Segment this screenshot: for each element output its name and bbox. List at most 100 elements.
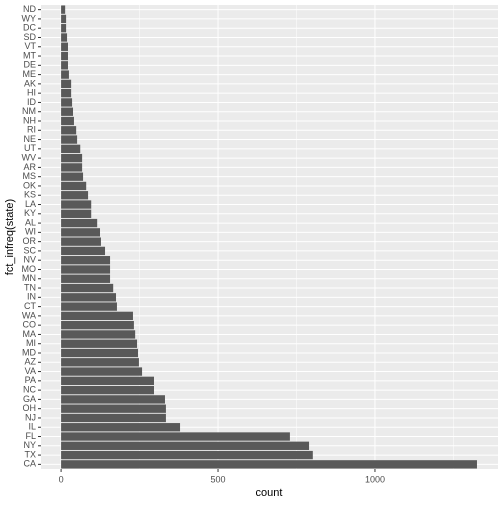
- y-tick-label: NH: [23, 115, 36, 125]
- bar: [61, 330, 136, 339]
- bar: [61, 302, 117, 311]
- y-tick-label: MD: [22, 347, 36, 357]
- bar: [61, 5, 66, 14]
- bar: [61, 413, 166, 423]
- y-tick-label: VT: [24, 41, 36, 51]
- y-tick-label: FL: [25, 431, 36, 441]
- bar: [61, 33, 68, 42]
- bar: [61, 144, 81, 154]
- y-tick-label: AK: [24, 78, 36, 88]
- y-tick-label: ND: [23, 4, 36, 14]
- bar: [61, 200, 92, 209]
- bar: [61, 339, 138, 348]
- bar: [61, 70, 69, 79]
- bar: [61, 42, 68, 51]
- bar: [61, 293, 117, 302]
- bar: [61, 88, 72, 98]
- y-tick-label: AL: [25, 217, 36, 227]
- bar: [61, 61, 68, 70]
- y-tick-label: KY: [24, 208, 36, 218]
- bar: [61, 320, 134, 330]
- bar: [61, 126, 77, 135]
- y-tick-label: MS: [23, 171, 37, 181]
- y-tick-label: NM: [22, 106, 36, 116]
- y-tick-label: NJ: [25, 412, 36, 422]
- bar: [61, 395, 165, 404]
- bar: [61, 163, 83, 172]
- bar: [61, 237, 101, 246]
- bar: [61, 311, 133, 321]
- y-tick-label: AZ: [24, 357, 36, 367]
- y-tick-label: SD: [23, 32, 36, 42]
- y-tick-label: NY: [23, 440, 36, 450]
- bar: [61, 348, 138, 358]
- bar: [61, 404, 166, 413]
- y-tick-label: DC: [23, 23, 36, 33]
- x-tick-label: 500: [211, 474, 226, 484]
- y-tick-label: PA: [25, 375, 36, 385]
- bar: [61, 228, 101, 237]
- bar: [61, 358, 139, 367]
- y-tick-label: MT: [23, 50, 36, 60]
- bar: [61, 24, 67, 33]
- bar: [61, 256, 111, 265]
- y-tick-label: MO: [22, 264, 37, 274]
- y-tick-label: KS: [24, 190, 36, 200]
- y-tick-label: ID: [27, 97, 37, 107]
- y-tick-label: IL: [28, 422, 36, 432]
- bar: [61, 283, 114, 293]
- y-tick-label: TN: [24, 282, 36, 292]
- y-tick-label: CT: [24, 301, 36, 311]
- bar: [61, 98, 73, 107]
- bar: [61, 181, 87, 191]
- y-tick-label: NV: [23, 255, 36, 265]
- y-tick-label: SC: [23, 245, 36, 255]
- y-tick-label: RI: [27, 125, 36, 135]
- y-tick-label: OK: [23, 180, 36, 190]
- y-tick-label: WV: [22, 152, 37, 162]
- y-tick-label: WA: [22, 310, 36, 320]
- bar: [61, 367, 143, 376]
- bar: [61, 460, 477, 469]
- bar: [61, 385, 154, 395]
- y-tick-label: OR: [23, 236, 37, 246]
- y-tick-label: WI: [25, 227, 36, 237]
- bar: [61, 172, 84, 181]
- y-tick-label: DE: [23, 60, 36, 70]
- bar: [61, 79, 72, 89]
- y-tick-label: CA: [23, 459, 36, 469]
- y-tick-label: IN: [27, 292, 36, 302]
- bar: [61, 376, 154, 386]
- bar: [61, 51, 68, 61]
- y-tick-label: ME: [23, 69, 37, 79]
- y-tick-label: LA: [25, 199, 36, 209]
- bar: [61, 153, 83, 163]
- y-tick-label: UT: [24, 143, 36, 153]
- bar: [61, 450, 313, 460]
- y-tick-label: MI: [26, 338, 36, 348]
- bar: [61, 432, 290, 441]
- y-axis-title: fct_infreq(state): [4, 199, 16, 275]
- x-axis-title: count: [256, 487, 283, 499]
- x-tick-label: 0: [59, 474, 64, 484]
- y-tick-label: GA: [23, 394, 36, 404]
- bar: [61, 209, 92, 218]
- y-tick-label: AR: [23, 162, 36, 172]
- y-tick-label: TX: [24, 449, 36, 459]
- y-tick-label: NC: [23, 384, 36, 394]
- bar: [61, 423, 181, 432]
- y-tick-label: CO: [23, 320, 37, 330]
- x-tick-label: 1000: [365, 474, 385, 484]
- bar: [61, 135, 78, 144]
- bar: [61, 116, 74, 126]
- bar: [61, 274, 111, 283]
- y-tick-label: MA: [23, 329, 37, 339]
- bar: [61, 246, 106, 256]
- y-tick-label: VA: [25, 366, 36, 376]
- y-tick-label: MN: [22, 273, 36, 283]
- y-tick-label: NE: [23, 134, 36, 144]
- y-tick-label: OH: [23, 403, 37, 413]
- bar: [61, 218, 98, 228]
- bar: [61, 441, 310, 450]
